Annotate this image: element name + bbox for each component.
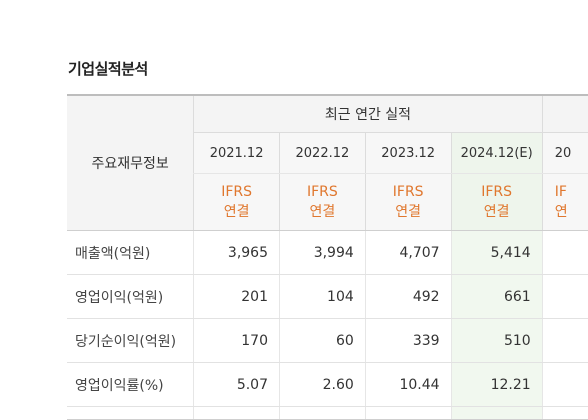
table-cell: 3,994 xyxy=(279,230,366,275)
table-cell: 10.44 xyxy=(364,362,452,407)
row-label: 당기순이익(억원) xyxy=(67,318,194,363)
table-row: 영업이익(억원) 201 104 492 661 xyxy=(67,274,588,319)
table-cell-estimate: 510 xyxy=(450,318,543,363)
section-title: 기업실적분석 xyxy=(68,60,148,78)
accounting-standard: IFRS 연결 xyxy=(450,173,543,231)
table-cell: 201 xyxy=(193,274,280,319)
table-cell xyxy=(364,406,452,420)
accounting-standard: IFRS 연결 xyxy=(364,173,452,231)
period-header[interactable]: 2021.12 xyxy=(193,132,280,174)
table-cell-estimate xyxy=(450,406,543,420)
table-row xyxy=(67,406,588,420)
table-cell xyxy=(541,318,588,363)
table-row: 영업이익률(%) 5.07 2.60 10.44 12.21 xyxy=(67,362,588,407)
financial-summary-table: 주요재무정보 최근 연간 실적 2021.12 2022.12 2023.12 … xyxy=(67,94,588,420)
period-header-estimate[interactable]: 2024.12(E) xyxy=(450,132,543,174)
table-cell: 492 xyxy=(364,274,452,319)
period-header[interactable]: 20 xyxy=(541,132,588,174)
period-header[interactable]: 2023.12 xyxy=(364,132,452,174)
table-cell xyxy=(193,406,280,420)
table-cell-estimate: 5,414 xyxy=(450,230,543,275)
row-label: 영업이익률(%) xyxy=(67,362,194,407)
table-cell xyxy=(541,362,588,407)
accounting-standard: IFRS 연결 xyxy=(279,173,366,231)
table-cell: 5.07 xyxy=(193,362,280,407)
table-cell xyxy=(541,230,588,275)
table-cell xyxy=(279,406,366,420)
table-cell: 104 xyxy=(279,274,366,319)
group-header-next xyxy=(541,95,588,133)
row-label: 매출액(억원) xyxy=(67,230,194,275)
table-cell: 4,707 xyxy=(364,230,452,275)
table-cell xyxy=(541,274,588,319)
table-row: 당기순이익(억원) 170 60 339 510 xyxy=(67,318,588,363)
row-header-label: 주요재무정보 xyxy=(67,95,194,231)
table-cell-estimate: 12.21 xyxy=(450,362,543,407)
accounting-standard: IFRS 연결 xyxy=(193,173,280,231)
accounting-standard: IF 연 xyxy=(541,173,588,231)
table-cell: 170 xyxy=(193,318,280,363)
table-cell: 3,965 xyxy=(193,230,280,275)
table-cell: 339 xyxy=(364,318,452,363)
table-cell-estimate: 661 xyxy=(450,274,543,319)
period-header[interactable]: 2022.12 xyxy=(279,132,366,174)
row-label xyxy=(67,406,194,420)
table-cell: 2.60 xyxy=(279,362,366,407)
table-cell: 60 xyxy=(279,318,366,363)
row-label: 영업이익(억원) xyxy=(67,274,194,319)
table-row: 매출액(억원) 3,965 3,994 4,707 5,414 xyxy=(67,230,588,275)
table-cell xyxy=(541,406,588,420)
group-header-annual: 최근 연간 실적 xyxy=(193,95,543,133)
